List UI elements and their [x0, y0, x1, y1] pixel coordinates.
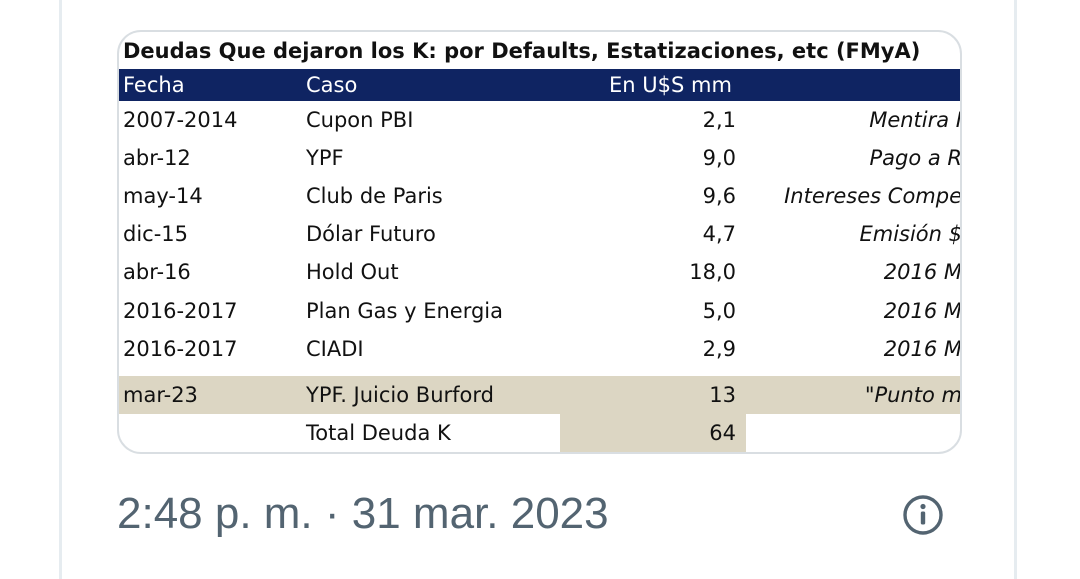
cell-nota: 2016 M: [883, 260, 962, 284]
cell-nota: 2016 M: [883, 299, 962, 323]
cell-caso: Cupon PBI: [306, 108, 414, 132]
cell-fecha: mar-23: [123, 383, 198, 407]
cell-caso: Plan Gas y Energia: [306, 299, 504, 323]
cell-fecha: 2016-2017: [123, 337, 238, 361]
cell-fecha: dic-15: [123, 222, 189, 246]
cell-valor: 2,1: [702, 108, 736, 132]
header-caso: Caso: [306, 73, 358, 97]
table-header-row: Fecha Caso En U$S mm: [119, 69, 960, 101]
cell-nota: Emisión $: [859, 222, 962, 246]
table-row-highlighted: mar-23 YPF. Juicio Burford 13 "Punto m: [119, 376, 962, 414]
spreadsheet-image: Deudas Que dejaron los K: por Defaults, …: [119, 32, 962, 452]
info-circle-icon[interactable]: [902, 494, 944, 536]
cell-fecha: abr-16: [123, 260, 191, 284]
header-valor: En U$S mm: [609, 73, 732, 97]
cell-caso: Hold Out: [306, 260, 399, 284]
total-value: 64: [709, 421, 736, 445]
cell-fecha: may-14: [123, 184, 203, 208]
table-row: 2007-2014 Cupon PBI 2,1 Mentira I: [119, 101, 962, 139]
cell-valor: 9,6: [702, 184, 736, 208]
table-row: abr-12 YPF 9,0 Pago a R: [119, 139, 962, 177]
cell-valor: 9,0: [702, 146, 736, 170]
cell-fecha: abr-12: [123, 146, 191, 170]
tweet-timestamp[interactable]: 2:48 p. m. · 31 mar. 2023: [117, 489, 609, 538]
cell-caso: Dólar Futuro: [306, 222, 436, 246]
total-row: Total Deuda K 64: [119, 414, 960, 452]
table-row: 2016-2017 CIADI 2,9 2016 M: [119, 330, 962, 368]
cell-caso: YPF. Juicio Burford: [306, 383, 494, 407]
cell-caso: CIADI: [306, 337, 364, 361]
cell-fecha: 2007-2014: [123, 108, 238, 132]
cell-nota: Pago a R: [869, 146, 962, 170]
table-row: dic-15 Dólar Futuro 4,7 Emisión $: [119, 215, 962, 253]
sheet-title: Deudas Que dejaron los K: por Defaults, …: [123, 39, 921, 63]
cell-nota: "Punto m: [864, 383, 962, 407]
cell-nota: 2016 M: [883, 337, 962, 361]
cell-nota: Mentira I: [869, 108, 962, 132]
cell-valor: 2,9: [702, 337, 736, 361]
cell-valor: 5,0: [702, 299, 736, 323]
table-row: may-14 Club de Paris 9,6 Intereses Compe: [119, 177, 962, 215]
table-row: abr-16 Hold Out 18,0 2016 M: [119, 253, 962, 291]
cell-valor: 18,0: [689, 260, 736, 284]
table-row: 2016-2017 Plan Gas y Energia 5,0 2016 M: [119, 292, 962, 330]
cell-caso: Club de Paris: [306, 184, 443, 208]
total-label: Total Deuda K: [306, 421, 451, 445]
header-fecha: Fecha: [123, 73, 185, 97]
cell-valor: 4,7: [702, 222, 736, 246]
cell-fecha: 2016-2017: [123, 299, 238, 323]
total-value-highlight: [560, 414, 746, 452]
tweet-image-card[interactable]: Deudas Que dejaron los K: por Defaults, …: [117, 30, 962, 454]
cell-caso: YPF: [306, 146, 344, 170]
cell-valor: 13: [709, 383, 736, 407]
cell-nota: Intereses Compe: [784, 184, 962, 208]
